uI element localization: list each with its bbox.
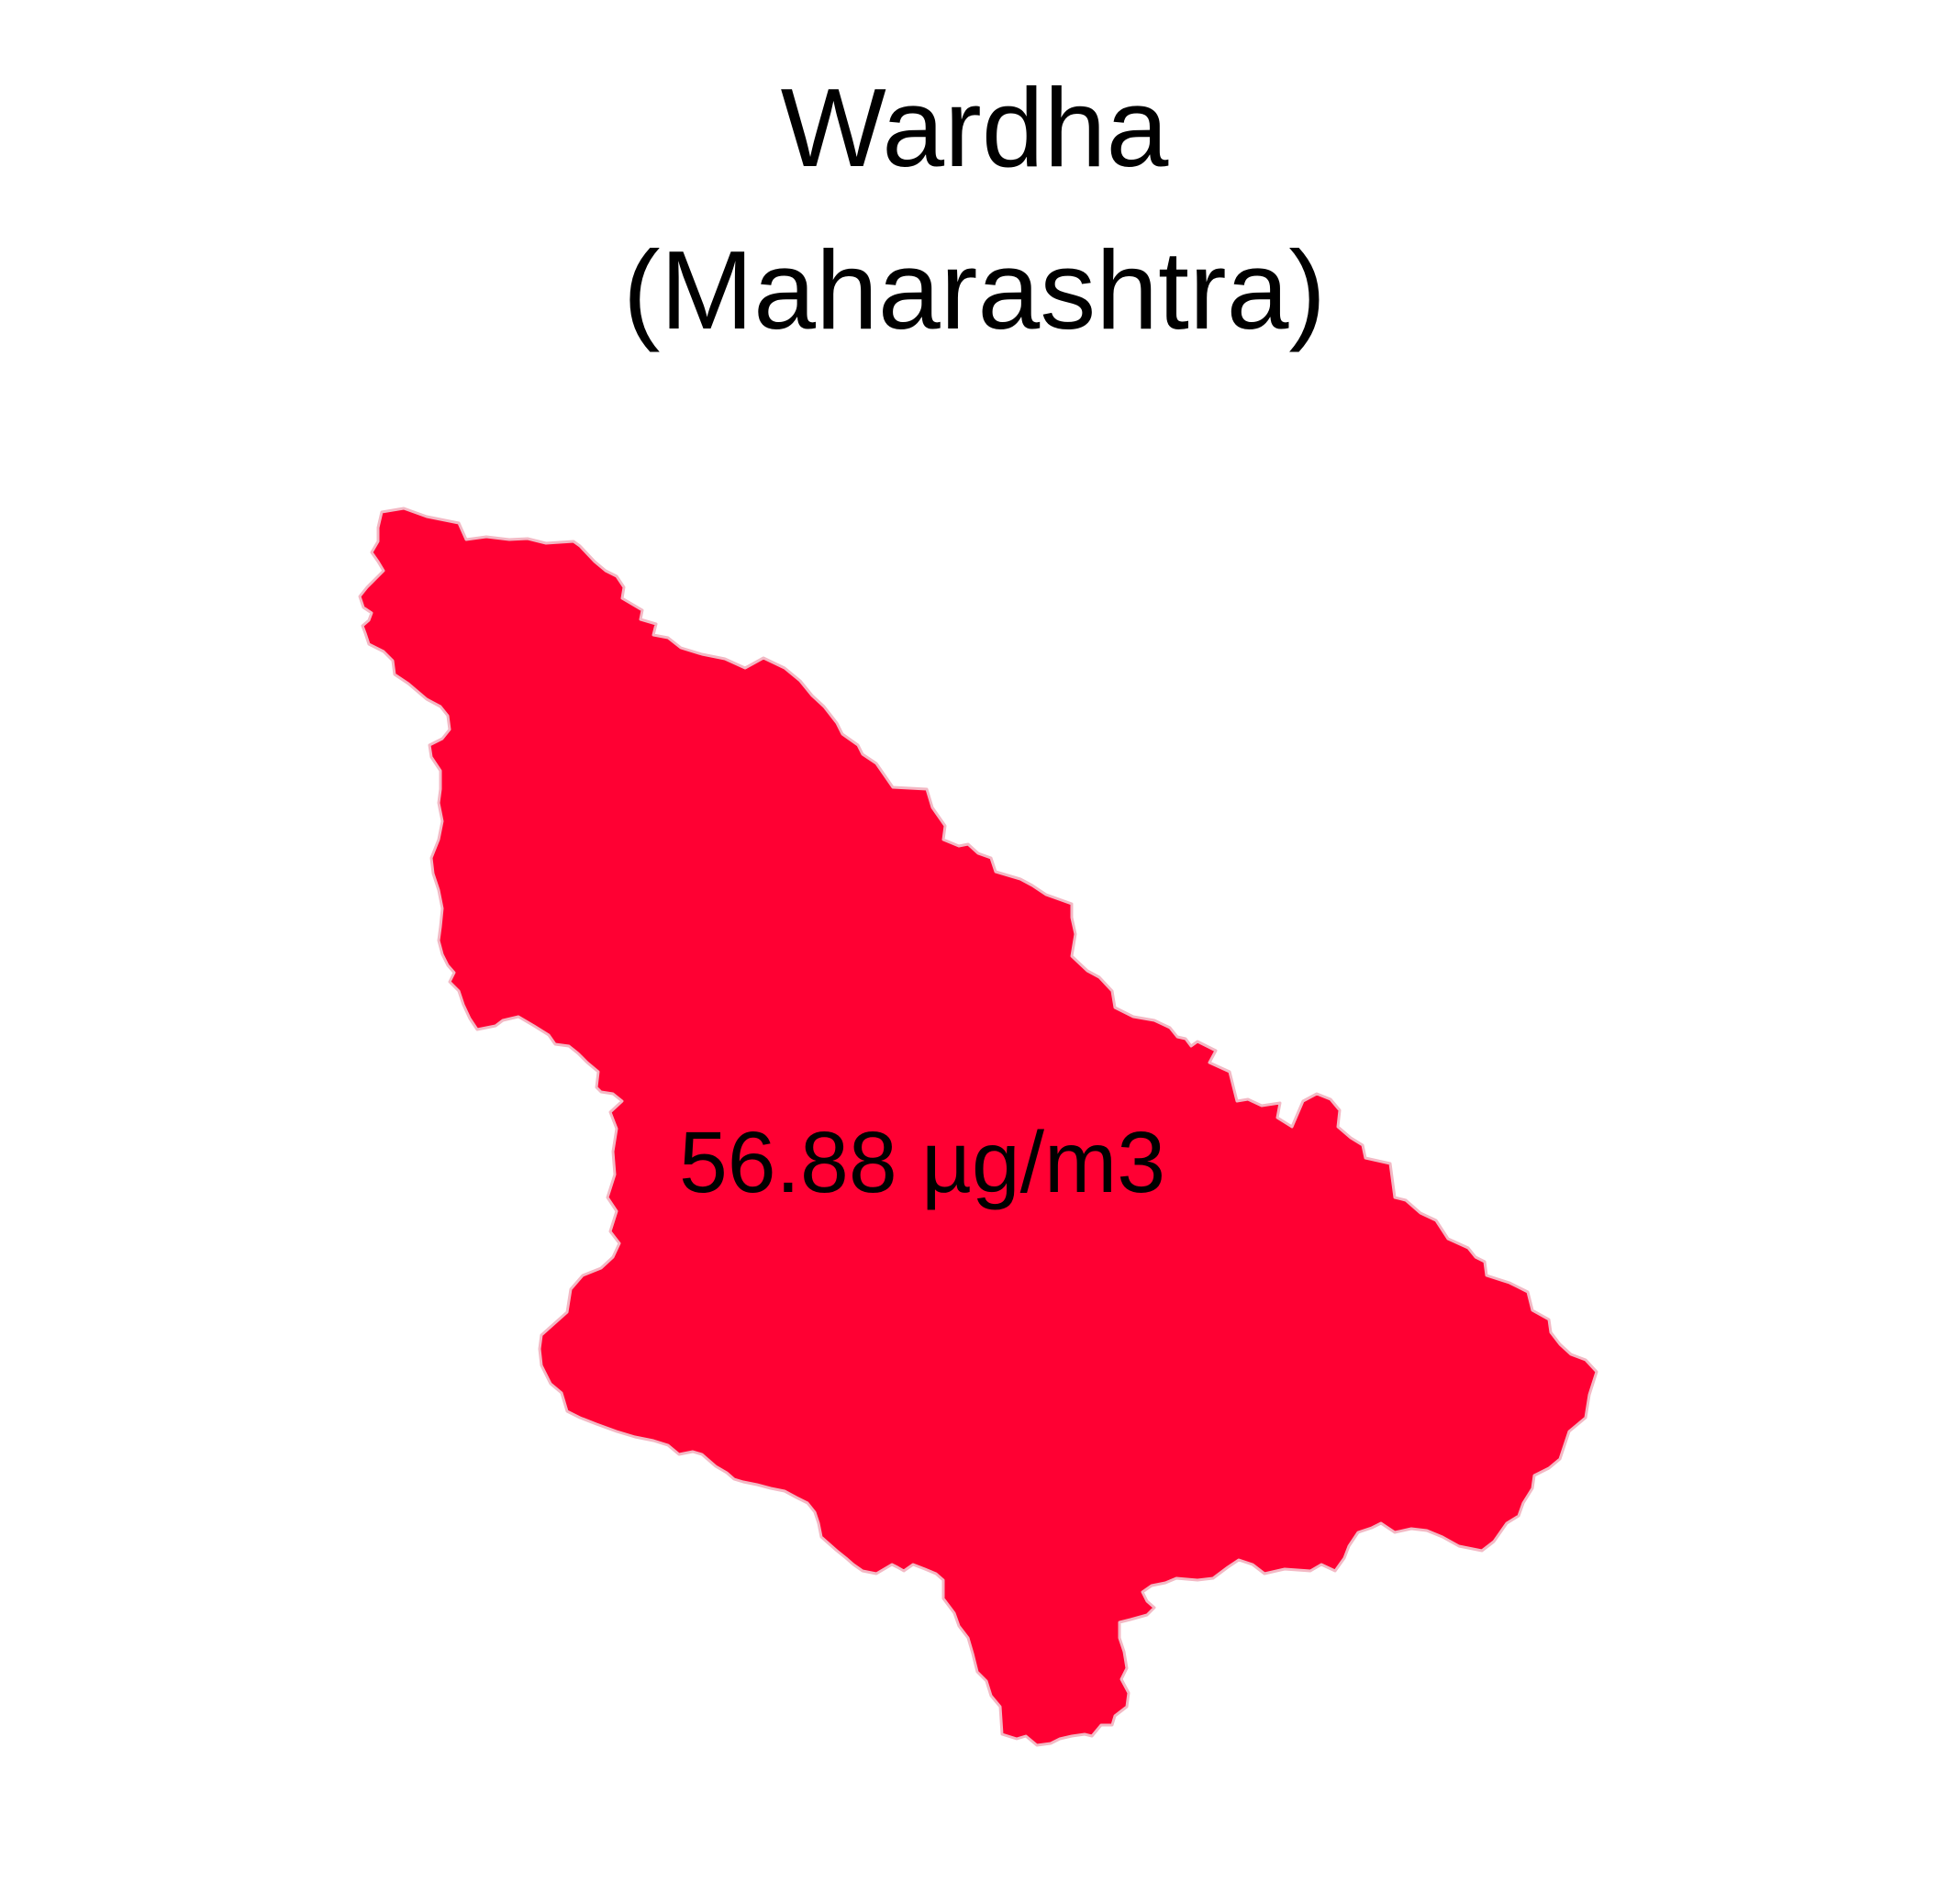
map-value-label: 56.88 µg/m3 (678, 1114, 1166, 1211)
district-boundary-wardha (358, 507, 1598, 1747)
map-title-state: (Maharashtra) (622, 228, 1327, 352)
map-title-district: Wardha (780, 65, 1169, 190)
